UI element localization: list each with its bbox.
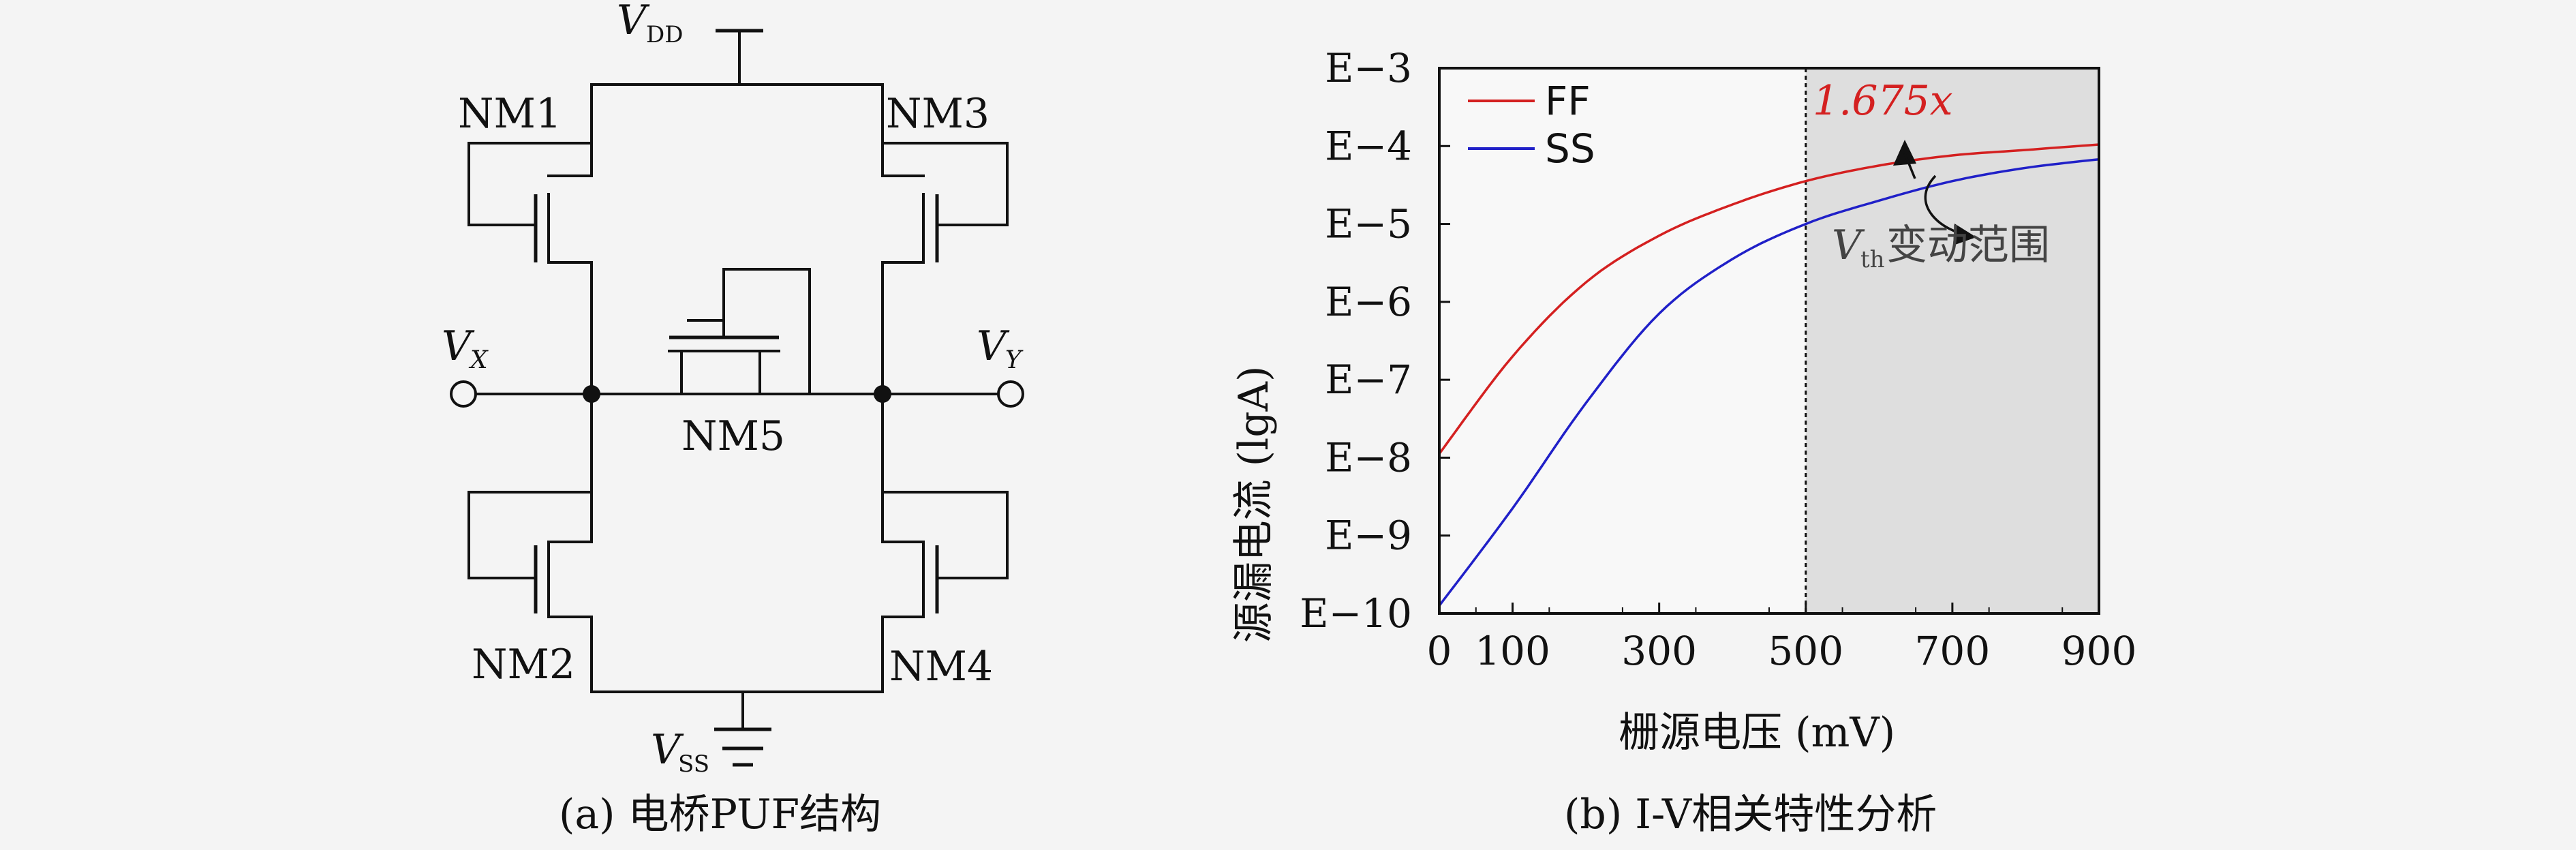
vy-label: V	[977, 322, 1010, 370]
vss-sub: SS	[678, 750, 709, 778]
annotation-vth-text: 变动范围	[1886, 222, 2050, 269]
y-tick-label: E−4	[1325, 123, 1412, 169]
transistor-nm5	[668, 268, 811, 395]
annotation-arrow-stem	[1903, 153, 1916, 179]
plot-frame	[1438, 67, 2100, 615]
legend-ff-label: FF	[1545, 78, 1591, 124]
transistor-nm3	[881, 83, 1009, 395]
vx-sub: X	[468, 346, 489, 374]
vy-terminal	[997, 380, 1024, 408]
caption-a: (a) 电桥PUF结构	[559, 791, 881, 838]
shaded-region	[1805, 68, 2099, 613]
legend-ss-label: SS	[1545, 125, 1595, 172]
label-nm1: NM1	[458, 90, 562, 138]
vdd-sub: DD	[646, 21, 684, 48]
annotation-arrowhead-down	[1953, 224, 1976, 245]
transistor-nm4	[881, 393, 1009, 693]
y-tick-label: E−10	[1300, 590, 1412, 637]
x-tick-label: 100	[1475, 628, 1550, 674]
label-nm4: NM4	[889, 643, 993, 690]
y-tick-label: E−9	[1325, 513, 1412, 559]
vss-label: V	[651, 726, 684, 774]
caption-b: (b) I-V相关特性分析	[1564, 791, 1937, 838]
x-tick-label: 700	[1915, 628, 1991, 674]
y-tick-label: E−8	[1325, 434, 1412, 481]
vx-terminal	[450, 380, 477, 408]
transistor-nm2	[467, 393, 593, 693]
annotation-vth-sub: th	[1860, 246, 1885, 273]
annotation-vth: V	[1832, 222, 1865, 269]
x-tick-label: 0	[1427, 628, 1452, 674]
series-ff-line	[1438, 143, 2100, 455]
label-nm5: NM5	[681, 412, 785, 460]
series-ss-line	[1438, 157, 2100, 607]
y-tick-label: E−7	[1325, 356, 1412, 403]
y-axis-label: 源漏电流 (lgA)	[1230, 366, 1278, 643]
y-tick-label: E−5	[1325, 201, 1412, 247]
annotation-arrowhead-up	[1893, 140, 1916, 166]
legend: FF SS	[1468, 78, 1595, 172]
iv-chart: 0 100 300 500 700 900 E−3E−4E−5E−6E−7E−8E−9E−…	[1230, 45, 2136, 757]
x-ticks: 0 100 300 500 700 900	[1427, 603, 2137, 674]
annotation-ratio: 1.675x	[1813, 77, 1953, 125]
label-nm3: NM3	[886, 90, 990, 138]
vx-label: V	[442, 322, 475, 370]
vy-sub: Y	[1005, 346, 1024, 374]
vdd-label: V	[617, 0, 650, 44]
x-tick-label: 500	[1768, 628, 1843, 674]
x-tick-label: 300	[1621, 628, 1697, 674]
circuit-diagram: V DD NM1 NM3	[442, 0, 1024, 778]
x-tick-label: 900	[2061, 628, 2137, 674]
transistor-nm1	[467, 83, 593, 395]
x-axis-label: 栅源电压 (mV)	[1619, 709, 1895, 757]
y-tick-label: E−6	[1325, 279, 1412, 325]
y-tick-label: E−3	[1325, 45, 1412, 91]
y-ticks: E−3 E−4 E−5 E−6 E−7 E−8 E−9 E−10	[1300, 45, 1450, 637]
label-nm2: NM2	[472, 641, 575, 688]
